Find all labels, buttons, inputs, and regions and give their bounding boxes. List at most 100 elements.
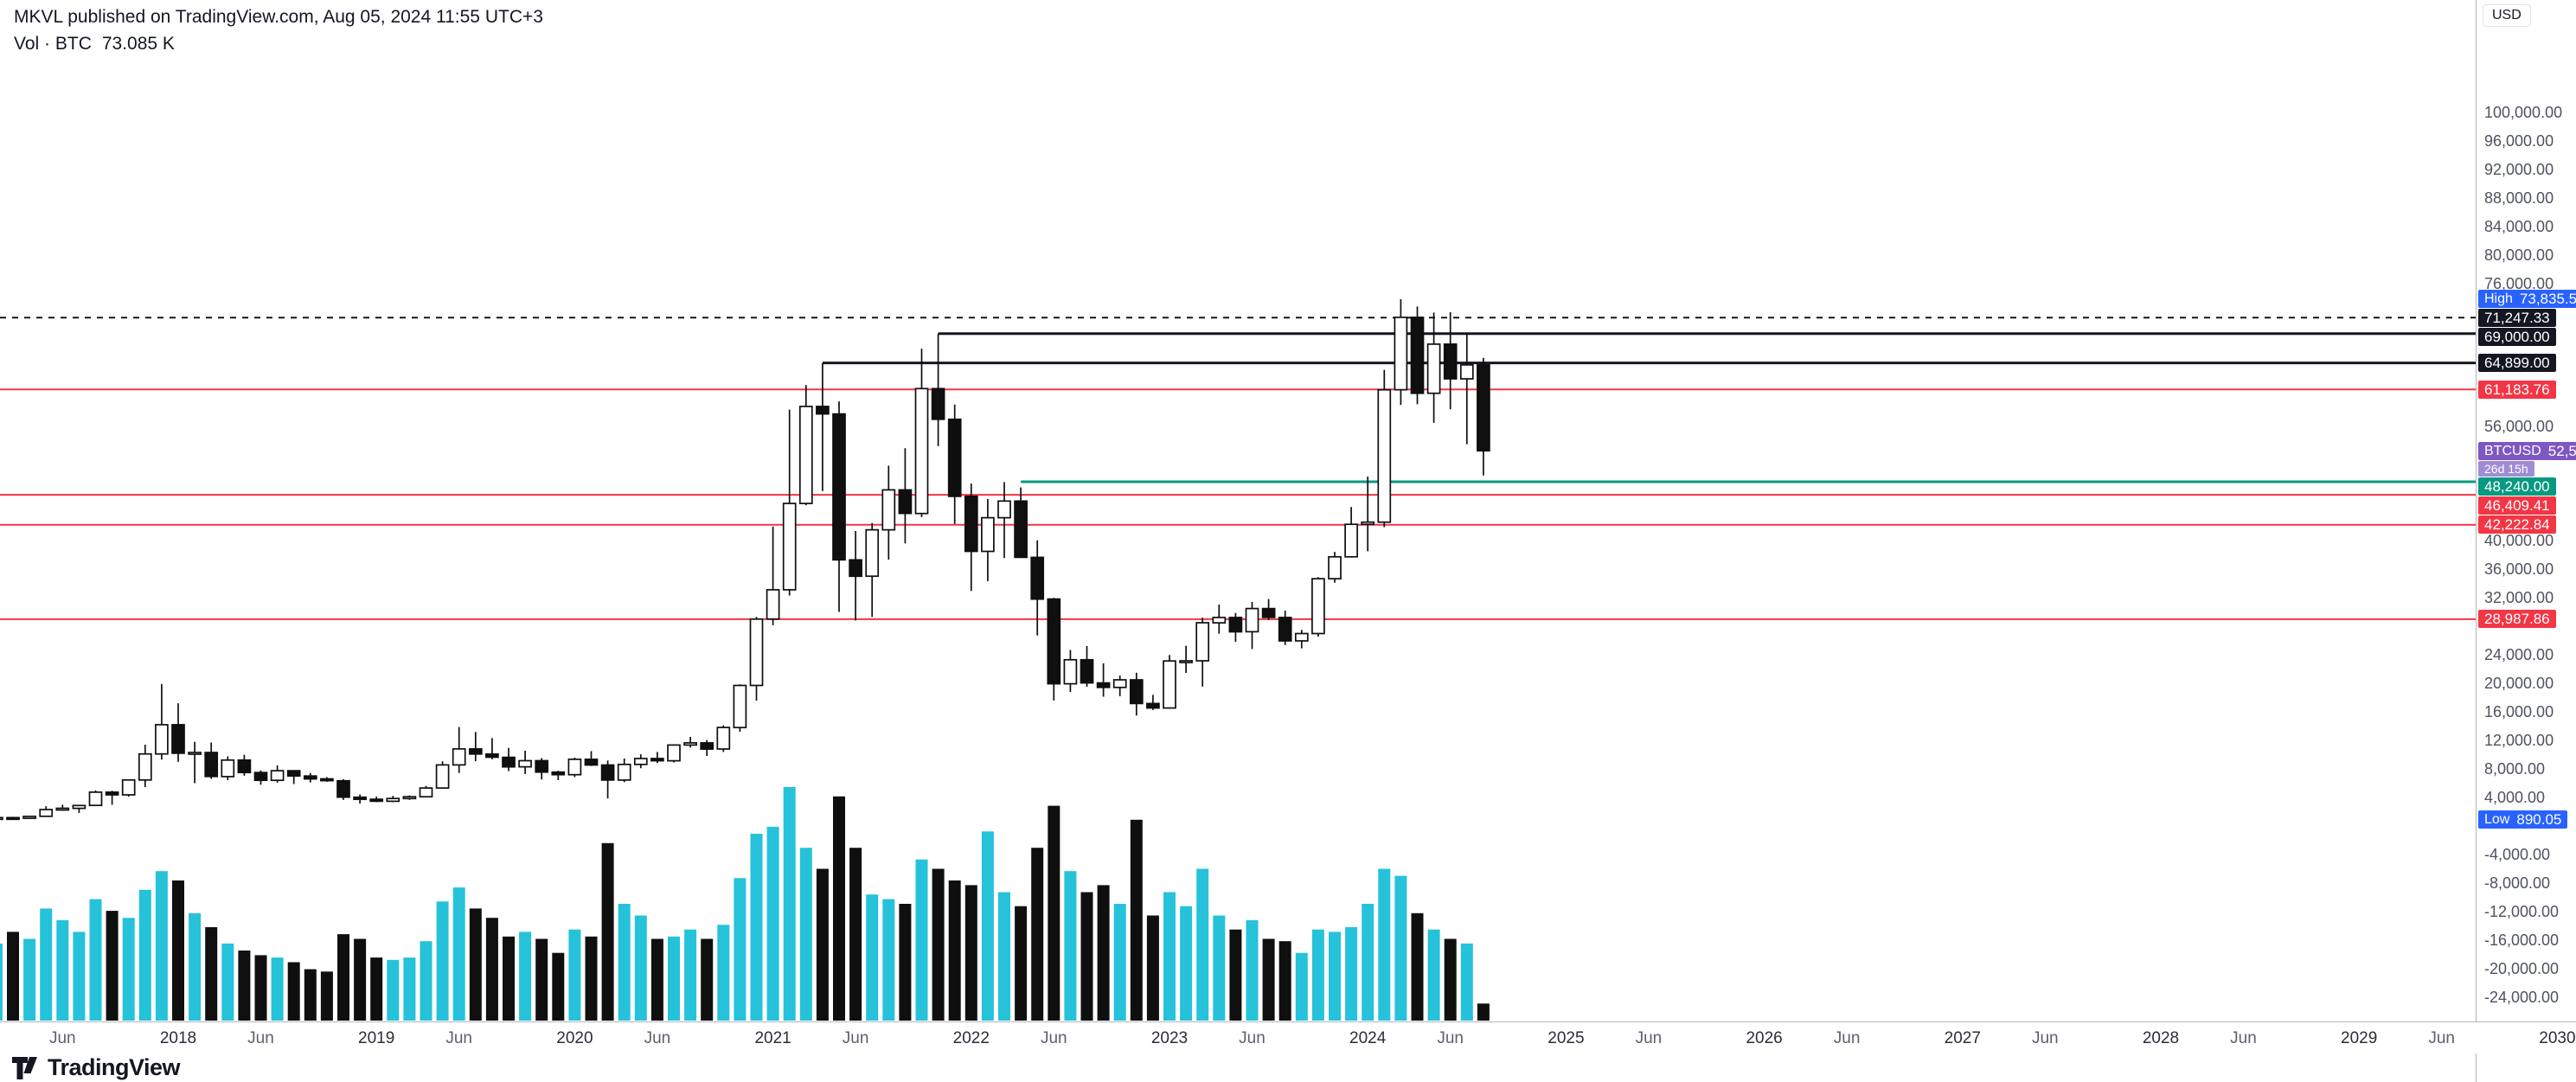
time-axis-label[interactable]: 2020 <box>556 1029 593 1047</box>
tradingview-logo-icon[interactable] <box>12 1056 40 1079</box>
candle-body <box>849 559 862 578</box>
volume-bar <box>23 938 36 1021</box>
volume-bar <box>205 927 218 1021</box>
volume-bar <box>189 912 202 1021</box>
candle-body <box>584 759 599 766</box>
volume-bar <box>56 919 69 1021</box>
volume-bar <box>1213 915 1226 1021</box>
candle-body <box>88 791 103 807</box>
volume-bar <box>7 932 19 1021</box>
candle-body <box>1163 660 1176 709</box>
time-axis-label[interactable]: Jun <box>2031 1029 2059 1047</box>
price-tick-label: -16,000.00 <box>2484 932 2560 949</box>
candle-body <box>964 495 978 553</box>
volume-bar <box>1378 868 1391 1021</box>
volume-bar <box>1311 929 1324 1021</box>
candle-body <box>633 758 648 765</box>
candle-body <box>204 752 219 778</box>
time-axis-label[interactable]: 2024 <box>1349 1029 1387 1047</box>
time-axis-label[interactable]: Jun <box>2230 1029 2257 1047</box>
volume-bar <box>1146 915 1159 1021</box>
time-axis-label[interactable]: Jun <box>1833 1029 1861 1047</box>
time-axis-label[interactable]: Jun <box>48 1029 76 1047</box>
volume-bar <box>1329 932 1341 1021</box>
price-tick-label: 12,000.00 <box>2484 732 2554 749</box>
volume-bar <box>1278 941 1291 1021</box>
price-tick-label: 40,000.00 <box>2484 532 2554 549</box>
time-axis-label[interactable]: 2022 <box>952 1029 990 1047</box>
candle-body <box>1477 364 1490 452</box>
candle-body <box>0 816 3 821</box>
volume-bar <box>271 957 284 1021</box>
time-axis-label[interactable]: 2023 <box>1150 1029 1189 1047</box>
price-label-line: 48,240.00 <box>2478 477 2556 496</box>
chart-canvas[interactable]: MKVL published on TradingView.com, Aug 0… <box>0 0 2476 1021</box>
candle-body <box>881 489 896 531</box>
candle-body <box>253 771 268 782</box>
tradingview-brand-text[interactable]: TradingView <box>48 1054 181 1080</box>
volume-bar <box>668 936 680 1021</box>
volume-bar <box>1031 848 1044 1021</box>
price-tick-label: 96,000.00 <box>2484 132 2554 150</box>
time-axis-label[interactable]: 2021 <box>754 1029 791 1047</box>
time-axis-label[interactable]: 2028 <box>2142 1029 2180 1047</box>
price-tick-label: 80,000.00 <box>2484 246 2554 264</box>
candle-body <box>700 742 714 750</box>
price-axis[interactable]: USD 100,000.00 96,000.00 92,000.00 88,000.0… <box>2476 0 2576 1082</box>
volume-bar <box>849 848 862 1021</box>
candle-body <box>155 724 169 755</box>
volume-bar <box>503 936 515 1021</box>
publish-info: MKVL published on TradingView.com, Aug 0… <box>14 7 543 27</box>
volume-bar <box>833 796 845 1021</box>
volume-bar <box>1048 805 1061 1021</box>
time-axis-label[interactable]: 2027 <box>1944 1029 1981 1047</box>
time-axis-label[interactable]: Jun <box>2428 1029 2455 1047</box>
time-axis-label[interactable]: 2030 <box>2539 1029 2576 1047</box>
volume-bar <box>106 911 119 1021</box>
time-axis-label[interactable]: Jun <box>247 1029 274 1047</box>
time-axis-label[interactable]: Jun <box>644 1029 671 1047</box>
candle-body <box>1179 660 1193 663</box>
volume-bar <box>816 868 829 1021</box>
time-axis-label[interactable]: 2019 <box>358 1029 395 1047</box>
candle-body <box>121 778 136 796</box>
currency-toggle[interactable]: USD <box>2483 4 2531 27</box>
candle-body <box>1278 617 1292 642</box>
price-label-line: 71,247.33 <box>2478 309 2556 328</box>
volume-bar <box>238 951 251 1021</box>
volume-bar <box>73 932 86 1021</box>
time-axis-label[interactable]: Jun <box>445 1029 472 1047</box>
price-tick-label: -12,000.00 <box>2484 903 2560 920</box>
candle-body <box>1328 555 1342 579</box>
volume-bar <box>535 938 548 1021</box>
volume-bar <box>1229 929 1242 1021</box>
volume-indicator-legend[interactable]: Vol · BTC 73.085 K <box>14 34 543 54</box>
price-label-line: 61,183.76 <box>2478 380 2556 399</box>
time-axis-label[interactable]: 2025 <box>1548 1029 1585 1047</box>
candle-body <box>1245 607 1259 633</box>
volume-bar <box>932 868 945 1021</box>
volume-bar <box>89 899 102 1021</box>
time-axis-label[interactable]: 2026 <box>1746 1029 1783 1047</box>
volume-bar <box>1345 927 1358 1021</box>
candle-body <box>1410 317 1425 394</box>
time-axis-label[interactable]: Jun <box>842 1029 869 1047</box>
volume-bar <box>915 859 928 1021</box>
volume-bar <box>766 826 779 1021</box>
volume-bar <box>618 904 631 1021</box>
time-axis-label[interactable]: Jun <box>1040 1029 1067 1047</box>
time-axis-label[interactable]: Jun <box>1635 1029 1663 1047</box>
volume-bar <box>948 880 961 1021</box>
volume-bar <box>1080 892 1093 1021</box>
price-tick-label: 56,000.00 <box>2484 418 2554 435</box>
time-axis-label[interactable]: 2018 <box>159 1029 197 1047</box>
candle-body <box>286 770 301 778</box>
time-axis-label[interactable]: Jun <box>1437 1029 1464 1047</box>
volume-bar <box>287 962 300 1021</box>
volume-bar <box>684 929 697 1021</box>
time-axis-label[interactable]: 2029 <box>2341 1029 2378 1047</box>
time-axis-label[interactable]: Jun <box>1239 1029 1266 1047</box>
candle-body <box>914 387 929 515</box>
time-axis[interactable]: Jun 2018 Jun 2019 Jun 2020 Jun 2021 Jun 2022 Jun 20… <box>0 1021 2576 1053</box>
